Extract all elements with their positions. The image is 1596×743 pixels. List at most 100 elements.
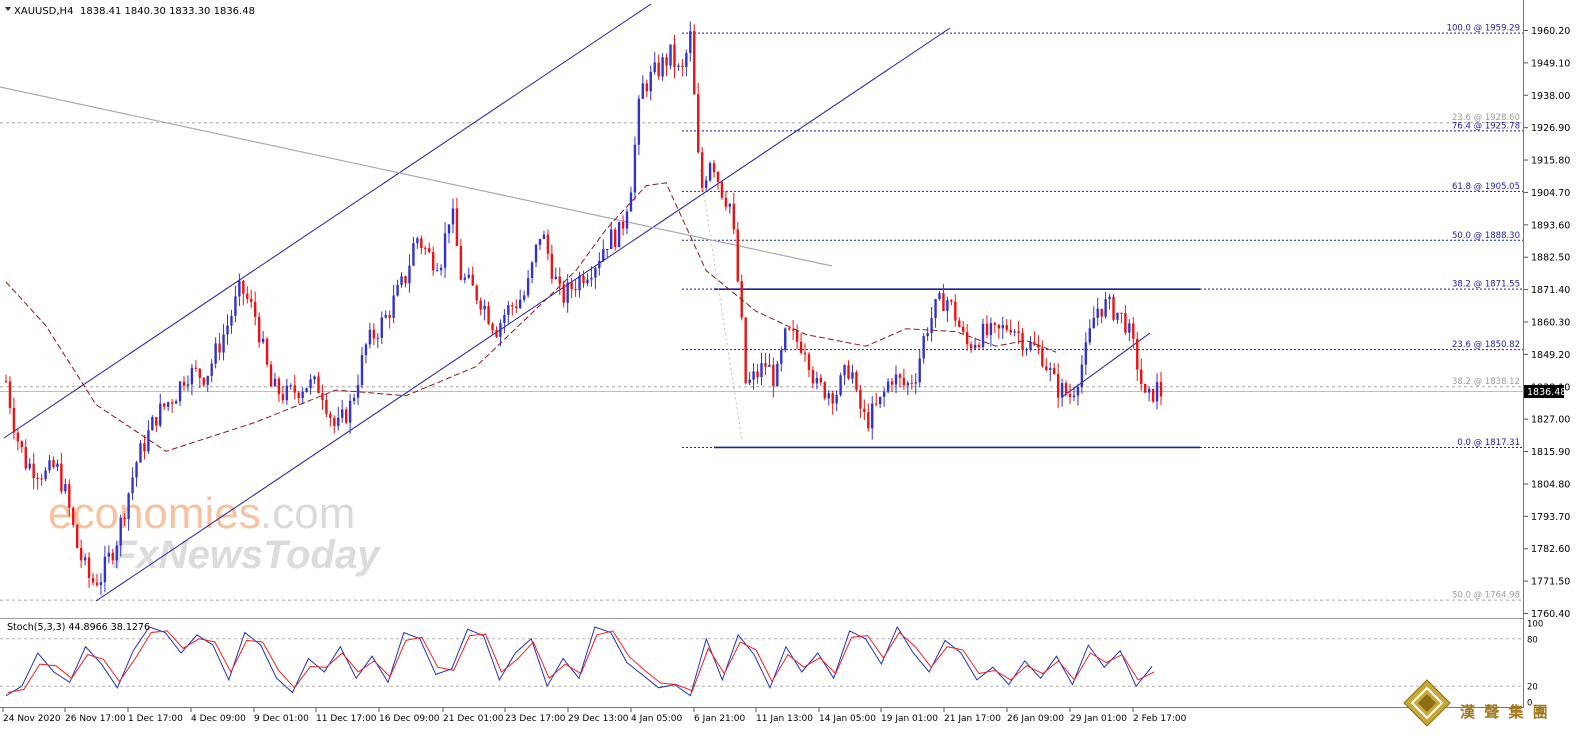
candle-body	[72, 507, 75, 525]
candle-body	[1041, 347, 1044, 367]
candle-body	[412, 243, 415, 266]
y-tick-label: 1960.20	[1531, 26, 1570, 37]
candle-body	[665, 57, 668, 66]
candle-body	[728, 203, 732, 207]
candle-body	[1092, 317, 1095, 329]
candle-body	[368, 329, 372, 345]
candle-body	[744, 317, 747, 383]
candle-body	[1151, 388, 1155, 402]
candle-body	[613, 229, 617, 248]
ohlc-label: 1838.41 1840.30 1833.30 1836.48	[80, 6, 255, 17]
candle-body	[922, 336, 925, 359]
candle-body	[918, 358, 921, 383]
candle-body	[1033, 342, 1036, 345]
candle-body	[261, 338, 265, 343]
candle-body	[495, 330, 498, 337]
candle-body	[32, 463, 35, 478]
y-tick-label: 1760.40	[1531, 609, 1570, 620]
candle-body	[511, 305, 514, 307]
candle-body	[344, 409, 348, 423]
candle-body	[111, 552, 114, 561]
candle-body	[119, 517, 122, 546]
candle-body	[222, 334, 225, 353]
candle-body	[708, 163, 712, 181]
candle-body	[471, 274, 474, 286]
candle-body	[621, 221, 625, 229]
candle-body	[356, 385, 360, 398]
watermark: economies .com FxNewsToday	[48, 489, 381, 577]
brand-logo: 漢 聲 集 團	[1403, 679, 1550, 727]
y-tick-label: 1926.90	[1531, 123, 1570, 134]
candle-body	[760, 363, 763, 377]
candle-body	[352, 397, 356, 401]
candle-body	[1100, 308, 1103, 317]
candle-body	[784, 328, 787, 350]
candle-body	[483, 305, 486, 310]
x-tick-label: 23 Dec 17:00	[505, 714, 566, 724]
candle-body	[174, 401, 178, 404]
dropdown-triangle-icon[interactable]	[5, 7, 11, 11]
candle-body	[321, 393, 324, 400]
candle-body	[617, 221, 621, 248]
candle-body	[538, 238, 542, 245]
candle-body	[764, 363, 767, 367]
candle-body	[973, 344, 977, 349]
candle-body	[507, 305, 510, 315]
candle-body	[372, 329, 376, 339]
x-tick-label: 2 Feb 17:00	[1133, 714, 1187, 724]
candle-body	[246, 293, 249, 299]
candle-body	[214, 343, 217, 364]
y-tick-label: 1949.10	[1531, 58, 1570, 69]
candle-body	[1060, 383, 1064, 398]
candle-body	[289, 385, 292, 387]
candle-body	[787, 328, 791, 330]
candle-body	[178, 381, 182, 402]
x-tick-label: 29 Dec 13:00	[568, 714, 629, 724]
watermark-economies: economies	[48, 489, 261, 538]
candle-body	[198, 368, 202, 378]
x-tick-label: 29 Jan 01:00	[1070, 714, 1127, 724]
candle-body	[637, 98, 641, 145]
watermark-fxnewstoday: FxNewsToday	[112, 533, 381, 577]
candle-body	[8, 381, 12, 408]
candle-body	[950, 300, 953, 302]
candle-body	[238, 280, 241, 297]
candle-body	[206, 375, 209, 385]
candle-body	[748, 379, 751, 383]
candle-body	[985, 323, 989, 336]
candle-body	[942, 293, 945, 311]
candle-body	[685, 52, 688, 67]
candle-body	[1147, 388, 1151, 393]
candle-body	[1132, 323, 1135, 339]
candle-body	[566, 282, 569, 303]
candle-body	[898, 374, 902, 378]
candle-body	[752, 371, 755, 380]
candle-body	[859, 389, 862, 409]
candle-body	[882, 391, 886, 397]
candle-body	[443, 233, 447, 268]
candle-body	[689, 31, 692, 53]
candle-body	[776, 363, 779, 387]
candle-body	[273, 378, 277, 387]
candle-body	[1088, 328, 1092, 343]
x-tick-label: 26 Nov 17:00	[65, 714, 126, 724]
candle-body	[649, 72, 652, 92]
fib-label: 0.0 @ 1817.31	[1457, 438, 1520, 448]
candle-body	[159, 403, 162, 426]
candle-body	[906, 382, 910, 386]
brand-name: 漢 聲 集 團	[1460, 703, 1550, 721]
candle-body	[1128, 323, 1131, 333]
x-tick-label: 21 Dec 01:00	[443, 714, 504, 724]
current-price-tag: 1836.48	[1524, 385, 1566, 399]
stoch-series-main	[5, 625, 1153, 697]
candle-body	[977, 344, 981, 348]
candle-body	[147, 430, 150, 452]
candle-body	[28, 463, 31, 469]
candle-body	[875, 403, 878, 405]
candle-body	[1013, 331, 1016, 333]
candle-body	[890, 381, 894, 385]
candle-body	[396, 284, 399, 296]
candle-body	[724, 197, 728, 207]
candle-body	[700, 152, 704, 188]
